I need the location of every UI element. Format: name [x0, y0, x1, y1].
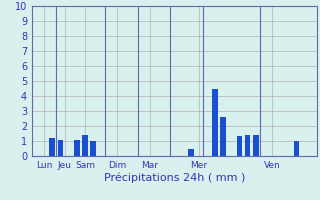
Bar	[237, 136, 242, 156]
Bar	[188, 149, 194, 156]
Bar	[74, 140, 80, 156]
Bar	[82, 135, 88, 156]
X-axis label: Précipitations 24h ( mm ): Précipitations 24h ( mm )	[104, 173, 245, 183]
Bar	[90, 141, 96, 156]
Bar	[294, 141, 299, 156]
Bar	[253, 135, 259, 156]
Bar	[212, 88, 218, 156]
Bar	[220, 117, 226, 156]
Bar	[58, 140, 63, 156]
Bar	[245, 135, 251, 156]
Bar	[50, 138, 55, 156]
